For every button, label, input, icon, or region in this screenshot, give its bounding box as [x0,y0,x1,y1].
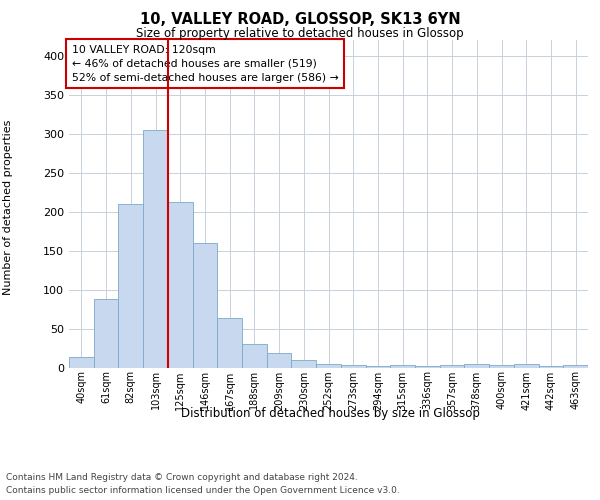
Bar [69,356,94,368]
Bar [292,360,316,368]
Bar [563,365,588,368]
Text: Number of detached properties: Number of detached properties [3,120,13,295]
Bar [440,365,464,368]
Bar [390,365,415,368]
Bar [217,318,242,368]
Bar [514,364,539,368]
Bar [489,365,514,368]
Bar [193,242,217,368]
Bar [365,366,390,368]
Text: Contains HM Land Registry data © Crown copyright and database right 2024.: Contains HM Land Registry data © Crown c… [6,472,358,482]
Bar [415,366,440,368]
Bar [143,130,168,368]
Bar [118,204,143,368]
Bar [464,364,489,368]
Text: Contains public sector information licensed under the Open Government Licence v3: Contains public sector information licen… [6,486,400,495]
Bar [316,364,341,368]
Bar [341,365,365,368]
Bar [539,366,563,368]
Bar [168,202,193,368]
Text: Distribution of detached houses by size in Glossop: Distribution of detached houses by size … [181,408,479,420]
Bar [94,299,118,368]
Bar [267,352,292,368]
Text: 10, VALLEY ROAD, GLOSSOP, SK13 6YN: 10, VALLEY ROAD, GLOSSOP, SK13 6YN [140,12,460,28]
Text: 10 VALLEY ROAD: 120sqm
← 46% of detached houses are smaller (519)
52% of semi-de: 10 VALLEY ROAD: 120sqm ← 46% of detached… [71,45,338,83]
Text: Size of property relative to detached houses in Glossop: Size of property relative to detached ho… [136,28,464,40]
Bar [242,344,267,368]
